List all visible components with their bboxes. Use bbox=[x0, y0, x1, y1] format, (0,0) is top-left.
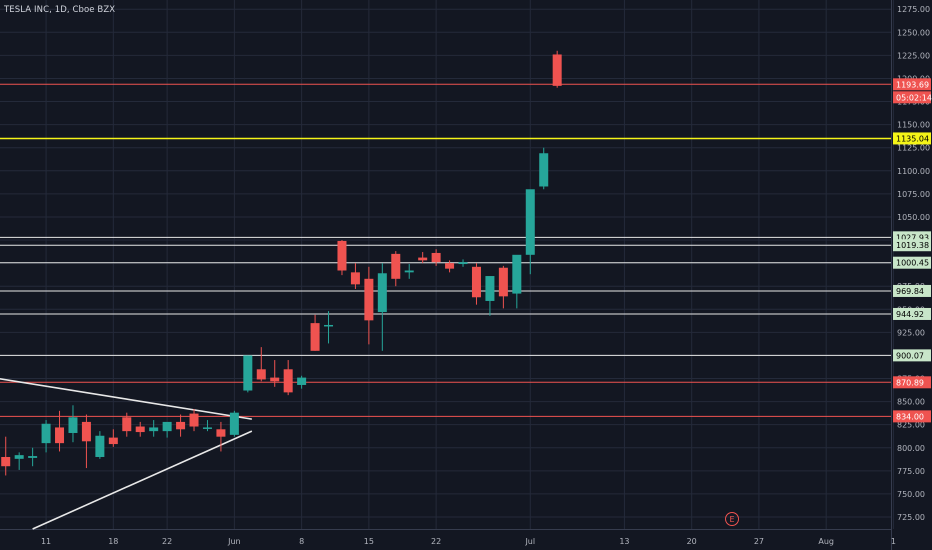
candle-up[interactable] bbox=[28, 456, 38, 458]
candle-up[interactable] bbox=[404, 270, 414, 273]
candle-down[interactable] bbox=[283, 369, 293, 393]
countdown-label: 05:02:14 bbox=[896, 93, 932, 102]
date-tick-label: 18 bbox=[108, 537, 118, 546]
price-tick-label: 1275.00 bbox=[897, 5, 930, 14]
price-tick-label: 925.00 bbox=[897, 328, 925, 337]
candle-up[interactable] bbox=[95, 435, 105, 457]
level-price-tag-label: 1000.45 bbox=[896, 259, 929, 268]
candle-down[interactable] bbox=[471, 266, 481, 298]
level-price-tag[interactable] bbox=[893, 349, 931, 362]
candle-down[interactable] bbox=[391, 253, 401, 279]
level-price-tag[interactable] bbox=[893, 284, 931, 297]
candle-down[interactable] bbox=[270, 377, 280, 382]
candle-up[interactable] bbox=[512, 254, 522, 294]
price-tick-label: 1250.00 bbox=[897, 28, 930, 37]
level-price-tag-label: 1193.69 bbox=[896, 80, 929, 89]
level-price-tag-label: 1027.93 bbox=[896, 233, 929, 242]
candle-down[interactable] bbox=[122, 417, 132, 432]
level-price-tag-label: 900.07 bbox=[896, 351, 924, 360]
candle-up[interactable] bbox=[202, 427, 212, 429]
candle-up[interactable] bbox=[377, 273, 387, 313]
candle-up[interactable] bbox=[297, 377, 307, 385]
price-tick-label: 1125.00 bbox=[897, 144, 930, 153]
symbol-title: TESLA INC, 1D, Cboe BZX bbox=[4, 5, 116, 15]
candle-up[interactable] bbox=[324, 324, 334, 327]
candle-down[interactable] bbox=[310, 323, 320, 351]
candle-down[interactable] bbox=[552, 54, 562, 86]
candle-up[interactable] bbox=[149, 427, 159, 432]
candle-up[interactable] bbox=[485, 276, 495, 301]
candle-down[interactable] bbox=[1, 456, 11, 467]
level-price-tag[interactable] bbox=[893, 307, 931, 320]
candle-up[interactable] bbox=[458, 262, 468, 265]
candle-down[interactable] bbox=[337, 240, 347, 271]
level-price-tag-label: 834.00 bbox=[896, 412, 924, 421]
candle-down[interactable] bbox=[431, 252, 441, 263]
level-price-tag[interactable] bbox=[893, 239, 931, 252]
level-price-tag-label: 870.89 bbox=[896, 378, 924, 387]
candle-down[interactable] bbox=[108, 437, 118, 445]
level-price-tag[interactable] bbox=[893, 256, 931, 269]
candle-down[interactable] bbox=[189, 413, 199, 427]
level-price-tag[interactable] bbox=[893, 410, 931, 423]
candle-down[interactable] bbox=[350, 272, 360, 285]
level-price-tag[interactable] bbox=[893, 376, 931, 389]
candle-down[interactable] bbox=[364, 278, 374, 321]
price-tick-label: 1050.00 bbox=[897, 213, 930, 222]
earnings-marker-icon[interactable] bbox=[725, 512, 740, 526]
level-price-tag[interactable] bbox=[893, 78, 931, 91]
candle-down[interactable] bbox=[81, 421, 91, 442]
candle-up[interactable] bbox=[41, 423, 51, 444]
candle-up[interactable] bbox=[162, 421, 172, 432]
candle-up[interactable] bbox=[525, 189, 535, 255]
level-price-tag-label: 969.84 bbox=[896, 287, 924, 296]
candle-up[interactable] bbox=[539, 153, 549, 187]
level-price-tag[interactable] bbox=[893, 132, 931, 145]
candle-down[interactable] bbox=[55, 427, 65, 444]
date-tick-label: 15 bbox=[364, 537, 374, 546]
date-tick-label: 27 bbox=[754, 537, 764, 546]
price-tick-label: 1150.00 bbox=[897, 121, 930, 130]
candle-down[interactable] bbox=[445, 263, 455, 269]
date-tick-label: 11 bbox=[41, 537, 51, 546]
date-tick-label: Jun bbox=[227, 537, 241, 546]
candle-down[interactable] bbox=[498, 267, 508, 297]
countdown-tag bbox=[893, 91, 931, 104]
candle-up[interactable] bbox=[14, 455, 24, 459]
trendline[interactable] bbox=[0, 378, 252, 420]
date-tick-label: Aug bbox=[818, 537, 834, 546]
date-tick-label: Jul bbox=[524, 537, 535, 546]
earnings-marker-label: E bbox=[729, 515, 734, 524]
date-tick-label: 13 bbox=[619, 537, 629, 546]
price-tick-label: 1100.00 bbox=[897, 167, 930, 176]
candle-up[interactable] bbox=[229, 412, 239, 435]
candle-up[interactable] bbox=[243, 355, 253, 391]
price-tick-label: 800.00 bbox=[897, 444, 925, 453]
candle-down[interactable] bbox=[418, 257, 428, 261]
level-price-tag-label: 944.92 bbox=[896, 310, 924, 319]
candle-up[interactable] bbox=[68, 417, 78, 433]
date-tick-label: 20 bbox=[687, 537, 697, 546]
price-tick-label: 850.00 bbox=[897, 398, 925, 407]
date-tick-label: 8 bbox=[299, 537, 304, 546]
level-price-tag-label: 1019.38 bbox=[896, 241, 929, 250]
price-tick-label: 775.00 bbox=[897, 467, 925, 476]
price-tick-label: 750.00 bbox=[897, 490, 925, 499]
level-price-tag-label: 1135.04 bbox=[896, 134, 929, 143]
price-tick-label: 1075.00 bbox=[897, 190, 930, 199]
price-tick-label: 825.00 bbox=[897, 421, 925, 430]
price-tick-label: 1225.00 bbox=[897, 51, 930, 60]
candle-down[interactable] bbox=[256, 369, 266, 380]
date-tick-label: 1 bbox=[891, 537, 896, 546]
price-tick-label: 725.00 bbox=[897, 513, 925, 522]
candle-down[interactable] bbox=[216, 429, 226, 437]
candle-down[interactable] bbox=[176, 421, 186, 430]
date-tick-label: 22 bbox=[431, 537, 441, 546]
candle-down[interactable] bbox=[135, 426, 145, 433]
trendline[interactable] bbox=[32, 430, 253, 530]
date-tick-label: 22 bbox=[162, 537, 172, 546]
